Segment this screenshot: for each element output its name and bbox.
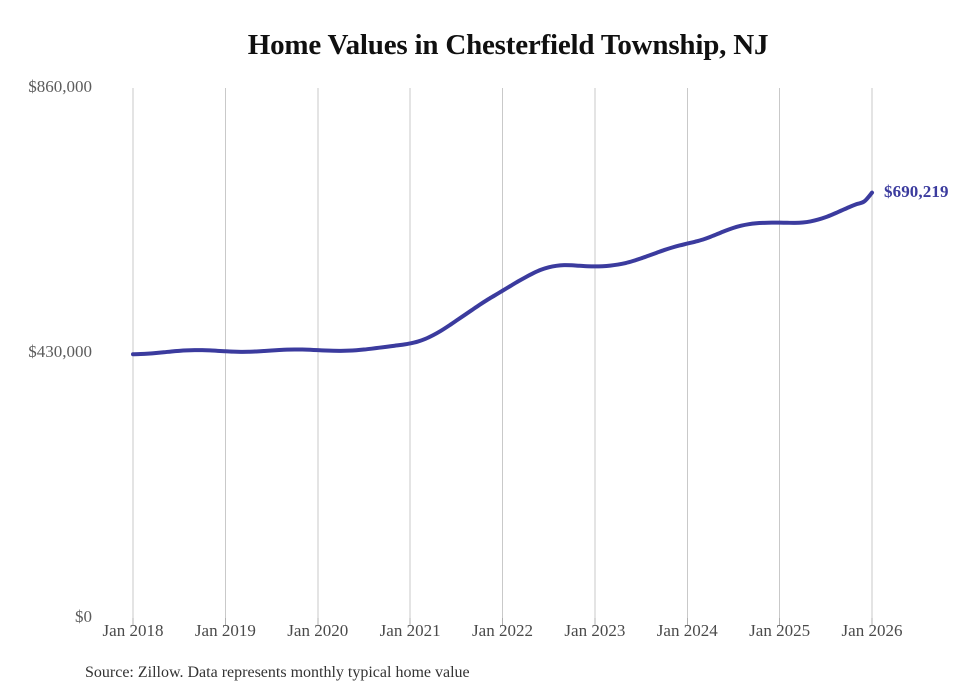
- source-note: Source: Zillow. Data represents monthly …: [85, 664, 470, 681]
- axis-tick-marks: [132, 618, 873, 626]
- x-axis-tick-label: Jan 2019: [194, 621, 256, 640]
- x-axis-tick-label: Jan 2025: [749, 621, 811, 640]
- end-value-annotation: $690,219: [884, 181, 949, 201]
- series-line: [131, 190, 874, 357]
- x-axis-tick-label: Jan 2018: [102, 621, 164, 640]
- x-axis-tick-label: Jan 2020: [287, 621, 349, 640]
- x-axis-tick-label: Jan 2023: [564, 621, 626, 640]
- x-axis-tick-label: Jan 2026: [841, 621, 903, 640]
- x-axis-tick-label: Jan 2024: [656, 621, 718, 640]
- x-axis-tick-label: Jan 2021: [379, 621, 441, 640]
- chart-title: Home Values in Chesterfield Township, NJ: [247, 29, 769, 61]
- x-axis-tick-label: Jan 2022: [472, 621, 533, 640]
- y-axis-tick-label: $430,000: [28, 342, 92, 361]
- y-axis-tick-label: $860,000: [28, 77, 92, 96]
- series-lines: [131, 190, 874, 357]
- y-axis-tick-label: $0: [75, 607, 92, 626]
